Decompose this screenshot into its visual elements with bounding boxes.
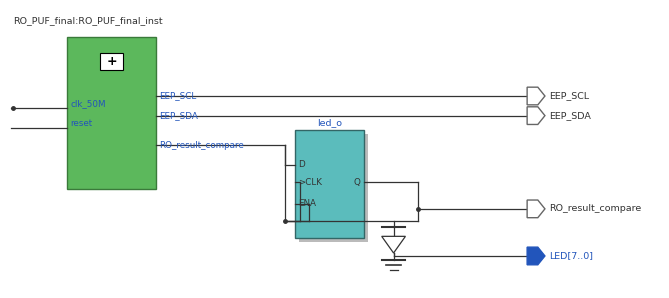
Text: >CLK: >CLK [298,178,322,187]
Text: EEP_SDA: EEP_SDA [159,111,198,120]
Text: EEP_SCL: EEP_SCL [159,91,196,100]
Polygon shape [527,87,545,105]
Text: Q: Q [353,178,360,187]
Bar [294,130,364,238]
Text: EEP_SCL: EEP_SCL [549,91,589,100]
Text: clk_50M: clk_50M [70,99,106,108]
Text: RO_PUF_final:RO_PUF_final_inst: RO_PUF_final:RO_PUF_final_inst [13,16,163,25]
Polygon shape [527,247,545,265]
Text: RO_result_compare: RO_result_compare [549,204,641,213]
Text: led_o: led_o [316,118,342,127]
Text: EEP_SDA: EEP_SDA [549,111,591,120]
Text: RO_result_compare: RO_result_compare [159,141,244,150]
Text: D: D [298,160,305,169]
Polygon shape [527,200,545,218]
Text: LED[7..0]: LED[7..0] [549,252,593,260]
Text: +: + [106,55,117,68]
Bar [67,37,156,189]
Text: ENA: ENA [298,199,316,209]
Bar [298,134,368,242]
Bar [100,53,124,70]
Text: reset: reset [70,119,92,128]
Polygon shape [382,236,405,253]
Polygon shape [527,107,545,125]
